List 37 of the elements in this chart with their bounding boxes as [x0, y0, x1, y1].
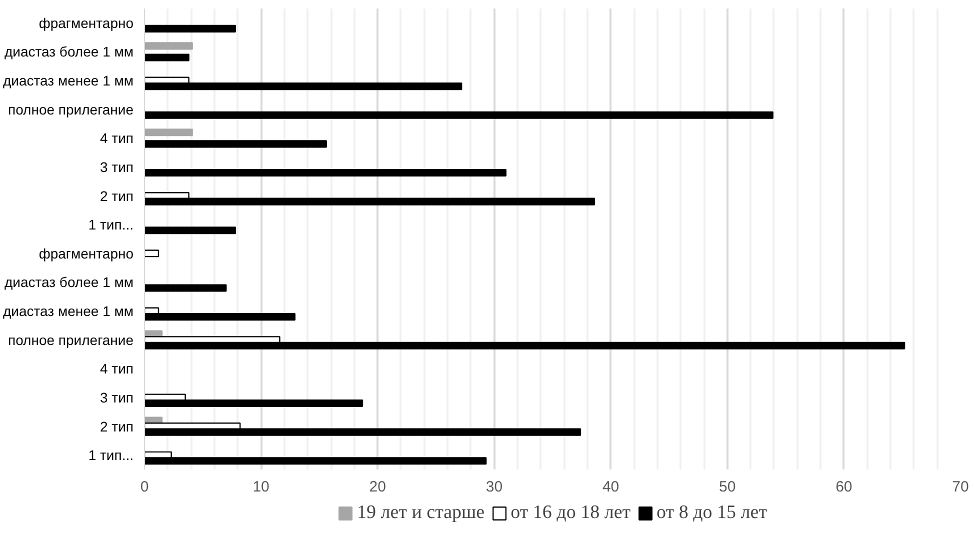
x-tick-label: 0 — [140, 478, 149, 496]
x-tick-label: 20 — [369, 478, 386, 496]
x-tick-label: 60 — [836, 478, 852, 496]
y-tick-label: диастаз менее 1 мм — [3, 303, 134, 320]
bar — [144, 111, 774, 119]
x-tick-label: 30 — [486, 478, 503, 496]
y-tick-label: 1 тип... — [88, 447, 134, 464]
y-tick-label: 4 тип — [100, 130, 134, 146]
bar — [144, 168, 506, 176]
y-tick-label: диастаз менее 1 мм — [3, 72, 134, 89]
bar — [144, 128, 193, 136]
x-tick-label: 70 — [952, 478, 969, 496]
legend-label: 19 лет и старше — [357, 502, 485, 524]
x-tick-label: 10 — [252, 478, 270, 496]
y-tick-label: 2 тип — [100, 188, 134, 204]
bar — [144, 140, 327, 148]
x-tick-label: 40 — [602, 478, 620, 496]
bar — [144, 250, 160, 258]
legend-label: от 8 до 15 лет — [656, 502, 767, 524]
y-tick-label: диастаз более 1 мм — [4, 44, 134, 60]
y-tick-label: фрагментарно — [38, 14, 134, 31]
x-tick-label: 50 — [719, 478, 736, 496]
y-tick-label: фрагментарно — [38, 245, 134, 262]
y-tick-label: диастаз более 1 мм — [4, 274, 134, 290]
y-tick-label: 2 тип — [100, 418, 134, 434]
y-tick-label: 3 тип — [100, 158, 134, 175]
bar — [144, 42, 193, 50]
bar — [144, 226, 236, 234]
y-tick-label: полное прилегание — [8, 332, 134, 348]
bar — [144, 24, 236, 32]
bar — [144, 284, 227, 292]
y-tick-label: 3 тип — [100, 389, 134, 406]
y-tick-label: 4 тип — [100, 360, 134, 377]
y-tick-label: 1 тип... — [88, 216, 134, 233]
y-tick-label: полное прилегание — [8, 101, 134, 118]
bar — [144, 54, 190, 62]
legend-label: от 16 до 18 лет — [510, 502, 631, 524]
